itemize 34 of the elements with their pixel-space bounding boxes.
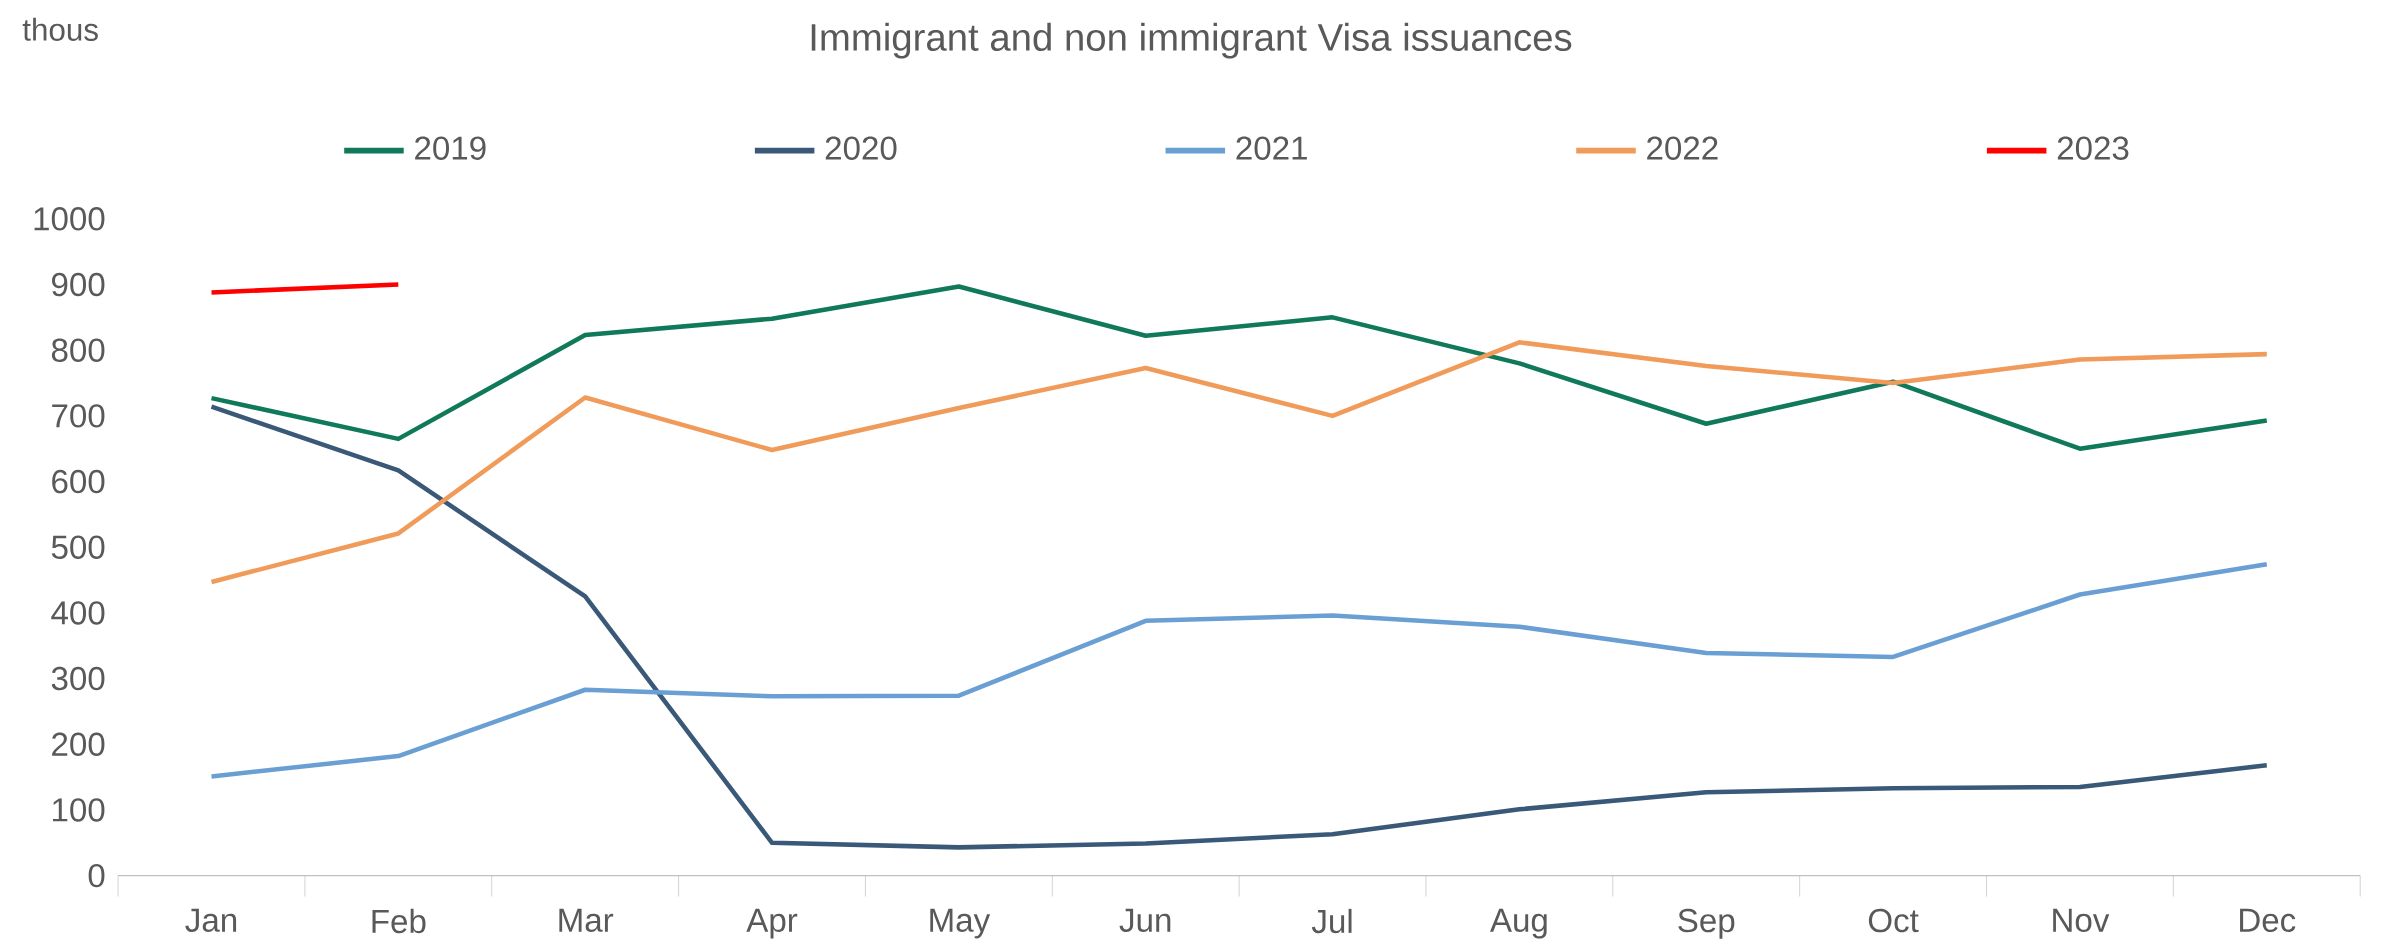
y-tick-label: 100 <box>53 798 105 822</box>
line-series <box>209 404 2270 850</box>
y-tick-label: 700 <box>52 404 105 428</box>
y-tick-label: 900 <box>52 272 105 297</box>
legend-label: 2021 <box>1236 136 1307 160</box>
x-tick-label: Jul <box>1311 908 1352 934</box>
y-tick-label: 500 <box>51 535 105 559</box>
line-series <box>209 284 2270 451</box>
legend-label: 2022 <box>1647 136 1718 160</box>
x-tick-label: Mar <box>559 908 614 932</box>
text: thous <box>22 17 98 41</box>
legend-label: 2023 <box>2057 136 2129 160</box>
x-tick-label: Aug <box>1489 908 1547 939</box>
x-tick-label: Apr <box>746 908 798 939</box>
x-tick-label: Nov <box>2053 908 2110 932</box>
line-series <box>209 562 2270 779</box>
x-tick-label: Feb <box>372 908 426 934</box>
x-tick-label: May <box>930 908 991 939</box>
x-tick-label: Dec <box>2240 908 2296 932</box>
y-tick-label: 300 <box>51 666 105 691</box>
chart-title: Immigrant and non immigrant Visa issuances <box>811 22 1572 59</box>
y-tick-label: 0 <box>88 863 105 888</box>
x-tick-label: Sep <box>1678 908 1735 939</box>
y-tick-label: 600 <box>52 469 105 494</box>
y-tick-label: 800 <box>51 338 105 362</box>
legend-label: 2020 <box>825 136 897 160</box>
y-tick-label: 200 <box>52 732 105 756</box>
y-tick-label: 1000 <box>34 207 105 231</box>
y-tick-label: 400 <box>51 601 105 625</box>
line-series <box>209 340 2270 585</box>
x-tick-label: Jan <box>185 908 237 932</box>
x-tick-label: Jun <box>1119 908 1171 932</box>
legend-label: 2019 <box>415 136 486 160</box>
x-tick-label: Oct <box>1868 908 1919 933</box>
